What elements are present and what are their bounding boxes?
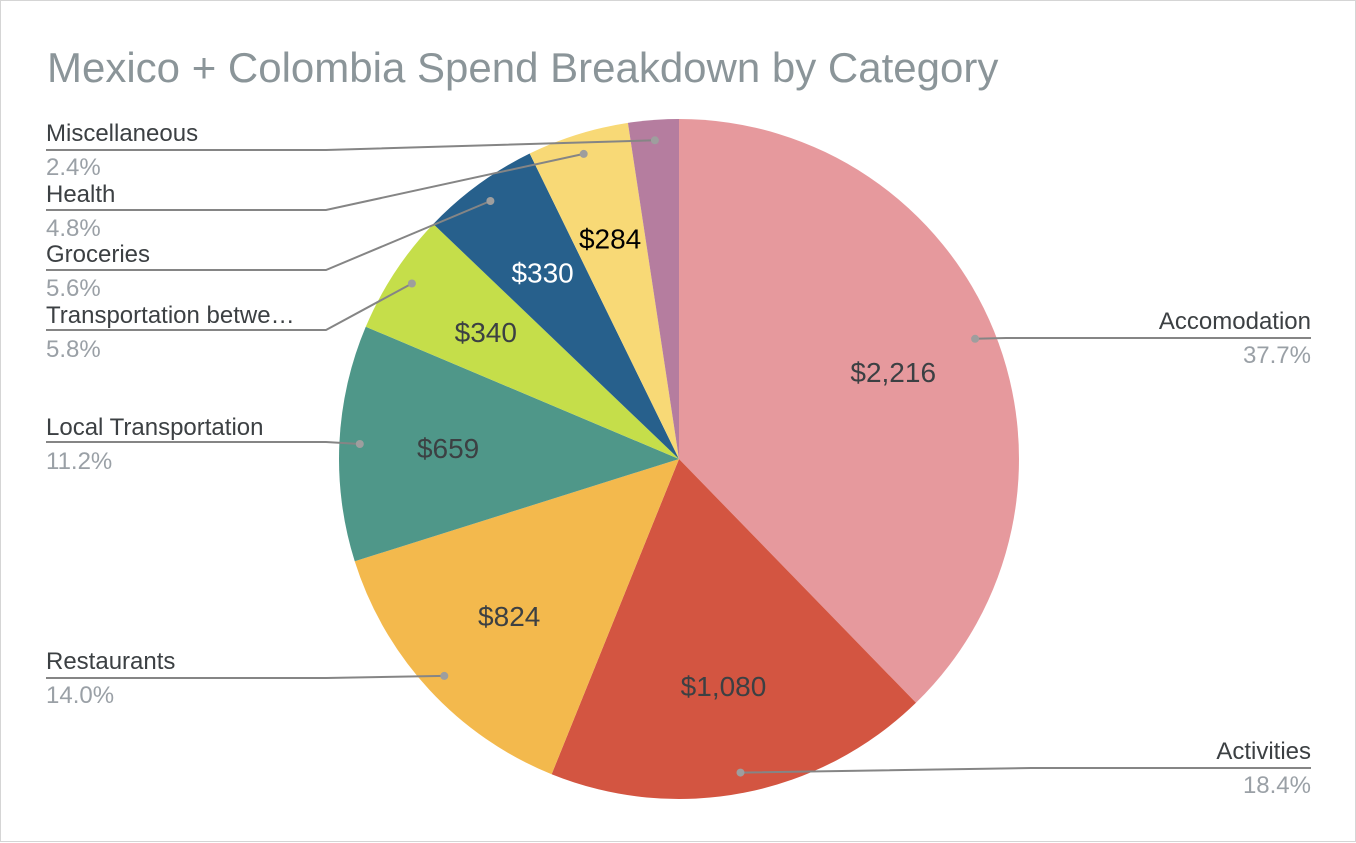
pie-slice-health <box>529 122 679 460</box>
slice-value-label-local-transportation: $659 <box>417 433 479 464</box>
leader-dot-accomodation <box>971 334 980 343</box>
pie-slice-restaurants <box>354 459 679 775</box>
percent-label-local-transportation: 11.2% <box>46 448 112 475</box>
category-label-groceries: Groceries <box>46 241 150 268</box>
category-label-activities: Activities <box>1216 738 1311 765</box>
pie-slice-activities <box>551 459 916 800</box>
pie-slice-miscellaneous <box>627 119 679 459</box>
leader-line-transportation-betwe <box>46 282 413 331</box>
pie-slice-accomodation <box>679 119 1019 703</box>
slice-value-label-health: $284 <box>579 223 641 254</box>
leader-line-accomodation <box>975 337 1311 340</box>
percent-label-transportation-betwe: 5.8% <box>46 336 101 363</box>
category-label-health: Health <box>46 181 115 208</box>
percent-label-restaurants: 14.0% <box>46 682 114 709</box>
leader-dot-groceries <box>486 197 495 205</box>
leader-line-activities <box>740 767 1311 774</box>
leader-dot-restaurants <box>440 671 449 680</box>
percent-label-health: 4.8% <box>46 215 101 242</box>
leader-dot-activities <box>736 768 745 777</box>
chart-title: Mexico + Colombia Spend Breakdown by Cat… <box>47 44 999 91</box>
slice-value-label-groceries: $330 <box>511 257 573 288</box>
category-label-restaurants: Restaurants <box>46 648 175 675</box>
leader-dot-health <box>579 149 588 158</box>
percent-label-miscellaneous: 2.4% <box>46 154 101 181</box>
percent-label-groceries: 5.6% <box>46 275 101 302</box>
category-label-accomodation: Accomodation <box>1159 308 1311 335</box>
slice-value-label-restaurants: $824 <box>478 601 540 632</box>
pie-slice-groceries <box>433 153 679 459</box>
leader-line-health <box>46 152 584 211</box>
category-label-transportation-betwe: Transportation betwe… <box>46 302 295 329</box>
percent-label-activities: 18.4% <box>1243 772 1311 799</box>
category-label-local-transportation: Local Transportation <box>46 414 263 441</box>
category-label-miscellaneous: Miscellaneous <box>46 120 198 147</box>
leader-line-local-transportation <box>46 441 360 445</box>
leader-line-miscellaneous <box>46 139 655 151</box>
slice-value-label-transportation-betwe: $340 <box>455 317 517 348</box>
leader-dot-transportation-betwe <box>407 279 416 288</box>
leader-dot-miscellaneous <box>650 136 659 145</box>
pie-slice-transportation-betwe <box>365 223 679 459</box>
leader-dot-local-transportation <box>355 440 364 448</box>
leader-line-restaurants <box>46 674 445 679</box>
pie-slice-local-transportation <box>339 326 679 562</box>
percent-label-accomodation: 37.7% <box>1243 342 1311 369</box>
slice-value-label-accomodation: $2,216 <box>850 357 936 388</box>
slice-value-label-activities: $1,080 <box>681 671 767 702</box>
leader-line-groceries <box>46 200 491 271</box>
